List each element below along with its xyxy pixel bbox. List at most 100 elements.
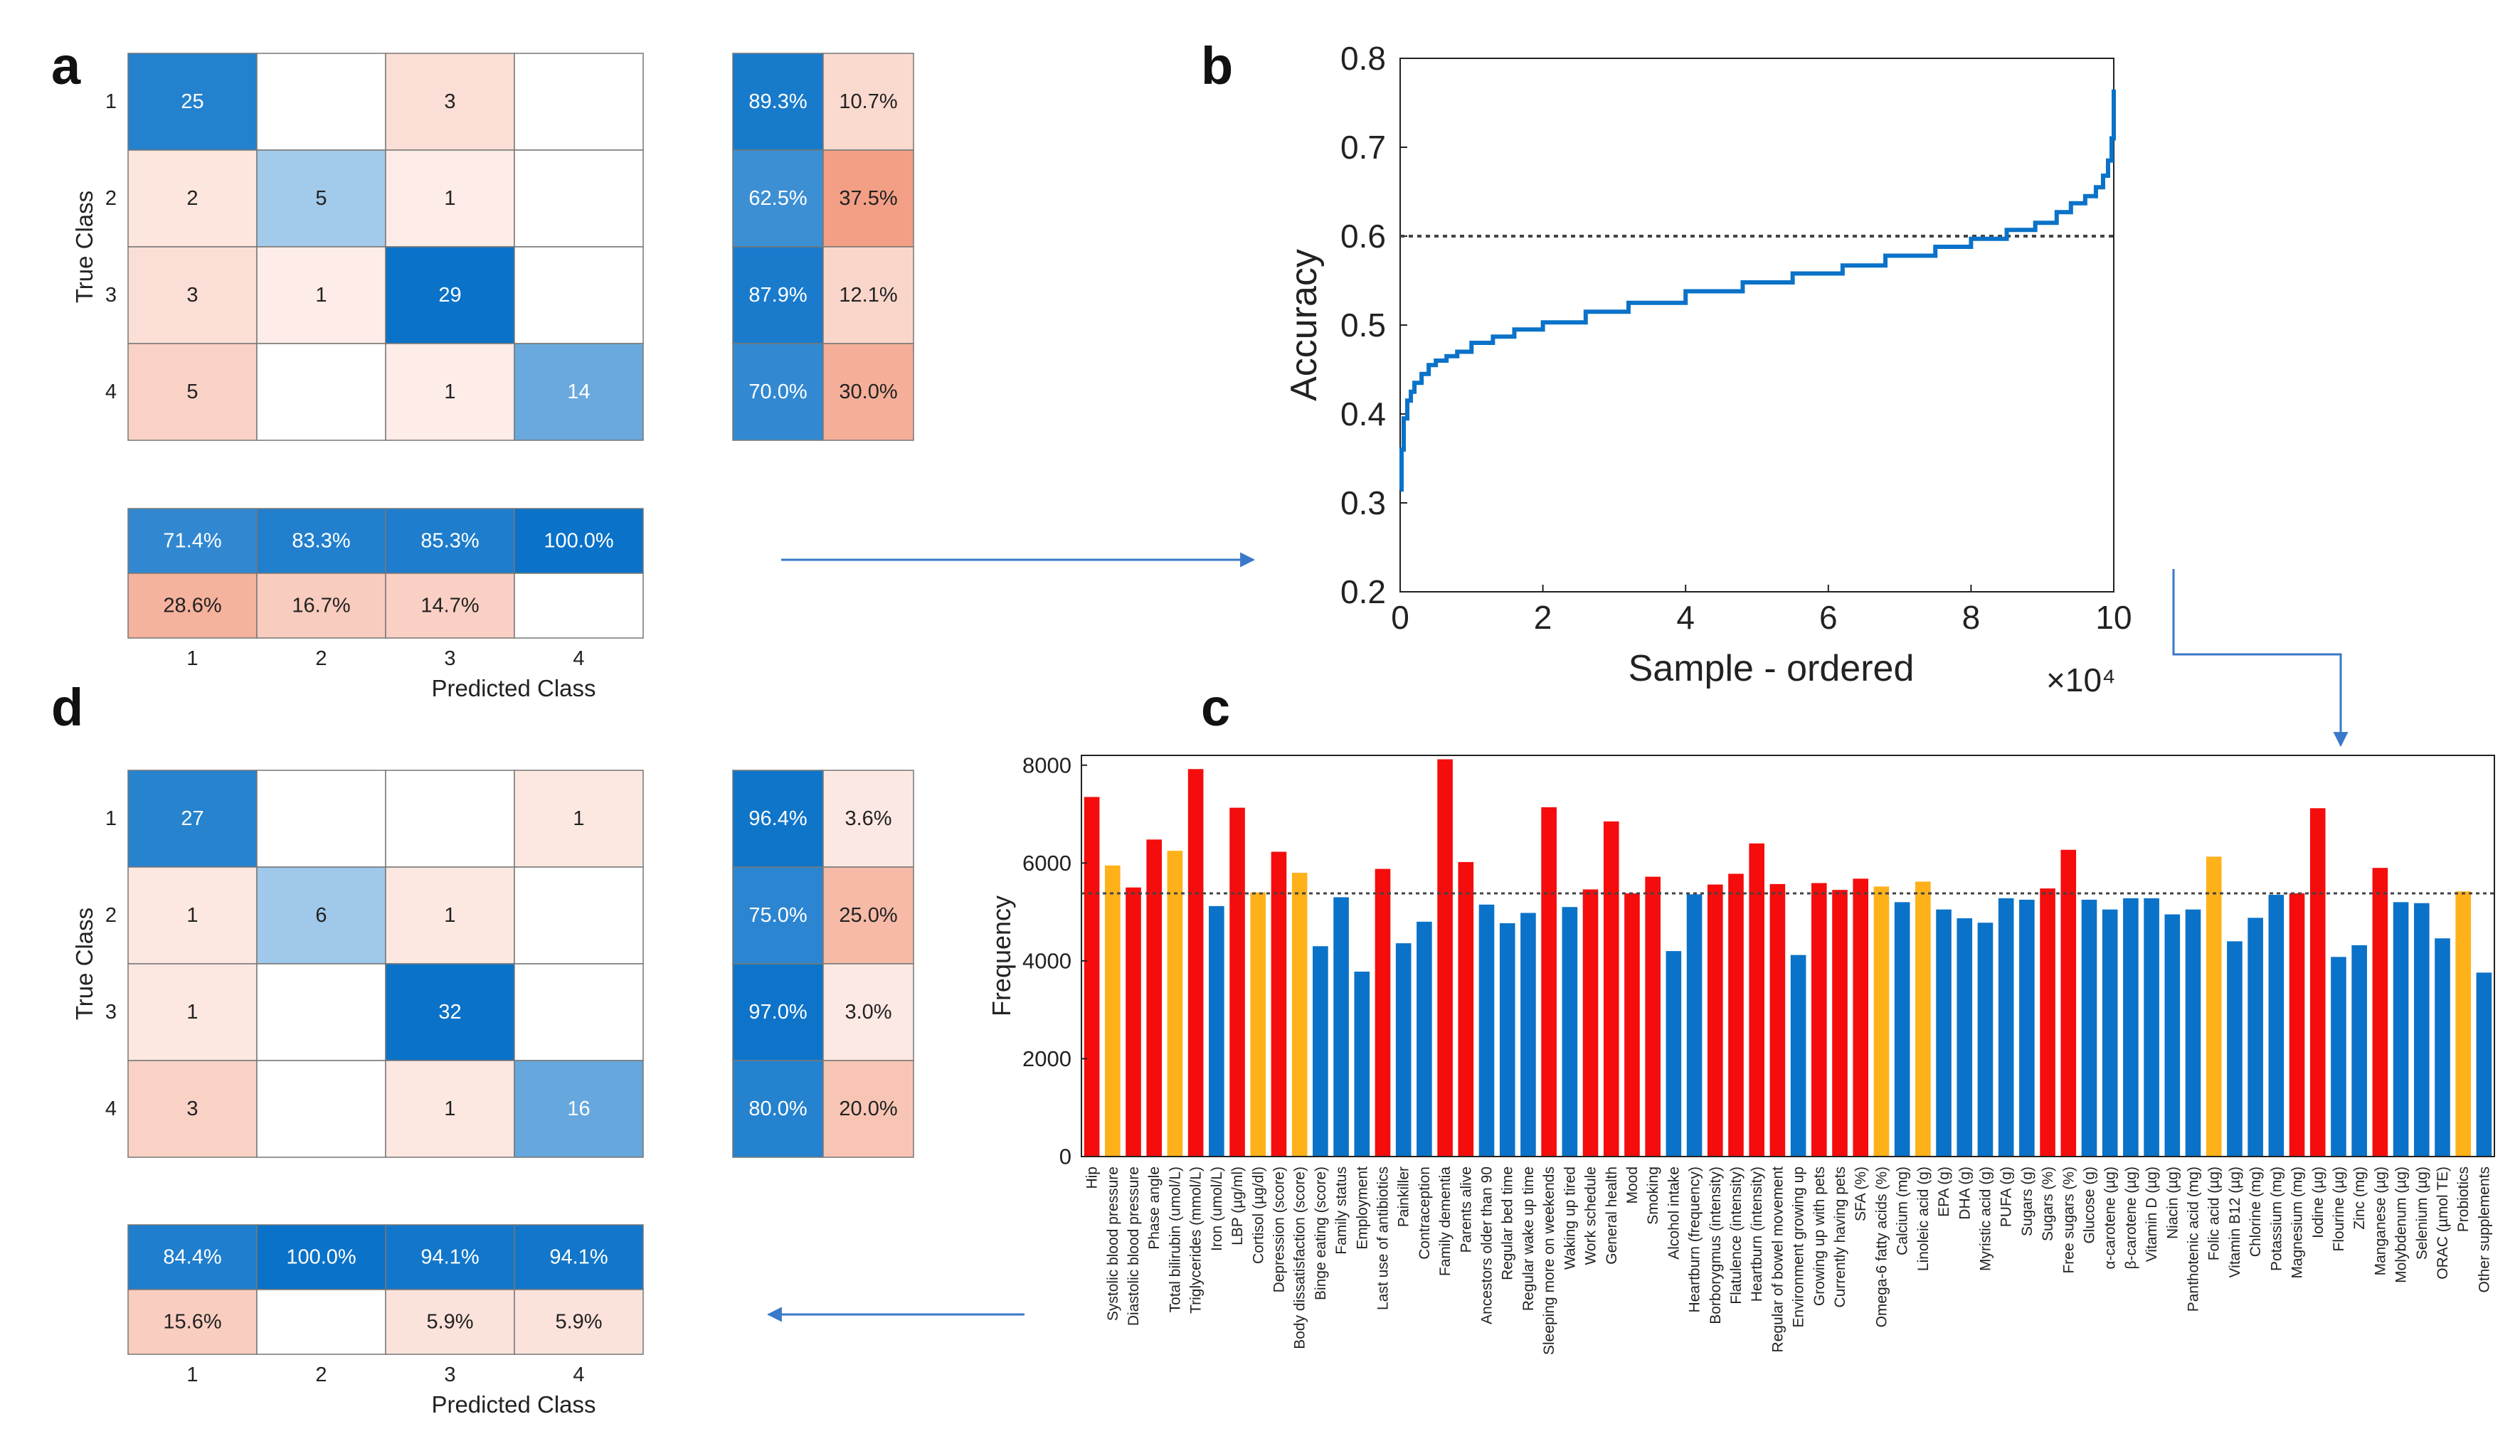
frequency-bar	[1666, 951, 1682, 1157]
frequency-bar	[1354, 972, 1370, 1157]
frequency-category-label: Currently having pets	[1832, 1167, 1848, 1307]
frequency-bar	[2289, 893, 2305, 1157]
cm-column-summary-value: 15.6%	[163, 1311, 221, 1334]
frequency-bar	[1250, 892, 1266, 1157]
frequency-bar	[2372, 868, 2388, 1157]
frequency-bar	[1582, 889, 1599, 1157]
cm-col-tick: 2	[315, 1364, 327, 1386]
frequency-category-label: Binge eating (score)	[1313, 1167, 1329, 1300]
cm-cell	[256, 343, 386, 441]
accuracy-y-tick-label: 0.6	[1340, 218, 1386, 255]
cm-row-summary-value: 3.6%	[845, 807, 891, 830]
panel-letter-b: b	[1201, 36, 1233, 95]
frequency-category-label: Magnesium (mg)	[2289, 1167, 2306, 1279]
cm-row-summary-cell	[732, 1060, 824, 1158]
cm-row-tick: 3	[105, 1001, 117, 1024]
cm-row-tick: 3	[105, 284, 117, 307]
cm-col-tick: 1	[186, 1364, 198, 1386]
cm-cell-value: 1	[444, 381, 455, 403]
cm-column-summary-cell	[385, 508, 515, 574]
frequency-bar	[2206, 856, 2222, 1157]
panel-letter-c: c	[1201, 678, 1230, 737]
frequency-category-labels: Hip Systolic blood pressure Diastolic bloo…	[1084, 1167, 2493, 1355]
confusion-matrix-a-ylabel: True Class	[71, 191, 97, 303]
cm-cell-value: 1	[444, 904, 455, 927]
frequency-bar	[2081, 899, 2097, 1157]
frequency-bar	[2248, 918, 2263, 1157]
frequency-bar	[2227, 941, 2243, 1157]
frequency-bar	[1998, 898, 2014, 1157]
frequency-category-label: Body dissatisfaction (score)	[1292, 1167, 1308, 1349]
cm-cell-value: 1	[186, 904, 198, 927]
frequency-bar	[2144, 898, 2159, 1157]
frequency-bar	[1541, 807, 1557, 1157]
cm-cell-value: 1	[315, 284, 327, 307]
frequency-bar	[1562, 907, 1578, 1157]
cm-row-summary-value: 30.0%	[839, 381, 897, 403]
frequency-bar	[1229, 807, 1245, 1157]
frequency-category-label: Cortisol (µg/dl)	[1250, 1167, 1266, 1264]
frequency-bar	[1873, 886, 1890, 1157]
frequency-bar	[1167, 851, 1183, 1157]
frequency-category-label: α-carotene (µg)	[2102, 1167, 2119, 1269]
frequency-category-label: General health	[1604, 1167, 1620, 1265]
cm-cell	[256, 963, 386, 1061]
cm-cell-value: 5	[186, 381, 198, 403]
accuracy-y-tick-label: 0.2	[1340, 573, 1386, 610]
frequency-bar	[1811, 883, 1827, 1157]
frequency-bar	[1707, 884, 1723, 1157]
frequency-category-label: ORAC (µmol TE)	[2435, 1167, 2451, 1280]
cm-cell	[514, 963, 644, 1061]
frequency-category-label: Contraception	[1417, 1167, 1433, 1260]
cm-row-summary-value: 37.5%	[839, 187, 897, 210]
cm-row-summary-cell	[732, 149, 824, 248]
confusion-matrix-d-row-summary: 96.4% 3.6% 75.0% 25.0% 97.0% 3.0% 80.0% 20.0%	[732, 770, 914, 1158]
cm-column-summary-cell	[256, 1289, 386, 1355]
cm-cell	[127, 963, 258, 1061]
accuracy-x-tick-label: 4	[1676, 599, 1695, 636]
cm-cell-value: 16	[567, 1098, 590, 1120]
cm-row-summary-value: 20.0%	[839, 1098, 897, 1120]
frequency-category-label: Glucose (g)	[2081, 1167, 2097, 1244]
confusion-matrix-d: 27 11 6 11 323 1 16 96.4% 3.6%75.0% 25.0%97.0% 3.…	[71, 770, 914, 1418]
cm-column-summary-value: 14.7%	[420, 595, 479, 617]
accuracy-y-tick-label: 0.8	[1340, 40, 1386, 77]
cm-column-summary-cell	[514, 508, 644, 574]
frequency-plot-frame	[1081, 755, 2495, 1157]
frequency-category-label: Parents alive	[1458, 1167, 1474, 1253]
accuracy-y-tick-label: 0.7	[1340, 129, 1386, 166]
cm-row-summary-cell	[822, 1060, 914, 1158]
cm-column-summary-value: 5.9%	[555, 1311, 602, 1334]
frequency-bar-chart: 0 2000 4000 6000 8000 Hip Systolic blood pres…	[987, 753, 2495, 1355]
cm-column-summary-cell	[256, 508, 386, 574]
frequency-bar	[1395, 943, 1412, 1157]
cm-row-summary-value: 10.7%	[839, 90, 897, 113]
accuracy-series-line	[1399, 89, 2116, 492]
cm-cell-value: 2	[186, 187, 198, 210]
accuracy-x-tick-label: 10	[2095, 599, 2132, 636]
cm-row-summary-value: 80.0%	[748, 1098, 807, 1120]
frequency-bar	[1936, 909, 1952, 1157]
cm-cell	[385, 1060, 515, 1158]
frequency-bar	[2268, 895, 2285, 1157]
frequency-category-label: Omega-6 fatty acids (%)	[1873, 1167, 1890, 1327]
accuracy-axis-ticks: 0.2 0.3 0.4 0.5 0.6 0.7 0.8 0 2 4 6 8 10	[1340, 40, 2132, 636]
frequency-bar	[1853, 878, 1869, 1157]
cm-cell	[514, 770, 644, 868]
accuracy-plot-frame	[1399, 58, 2114, 593]
cm-row-summary-cell	[732, 343, 824, 441]
frequency-category-label: Environment growing up	[1791, 1167, 1807, 1327]
confusion-matrix-d-xlabel: Predicted Class	[431, 1391, 595, 1418]
frequency-category-label: Last use of antibiotics	[1375, 1167, 1391, 1310]
cm-column-summary-cell	[514, 1289, 644, 1355]
frequency-bar	[1645, 876, 1661, 1157]
frequency-category-label: Iodine (µg)	[2310, 1167, 2326, 1238]
frequency-bar	[1894, 902, 1910, 1157]
frequency-bar	[2040, 888, 2055, 1157]
cm-row-tick: 4	[105, 1098, 117, 1120]
frequency-category-label: Diastolic blood pressure	[1126, 1167, 1142, 1326]
confusion-matrix-a-grid: 25 32 5 13 1 295 1 14	[127, 53, 644, 441]
frequency-category-label: Phase angle	[1146, 1167, 1163, 1250]
frequency-bar	[1291, 873, 1308, 1157]
